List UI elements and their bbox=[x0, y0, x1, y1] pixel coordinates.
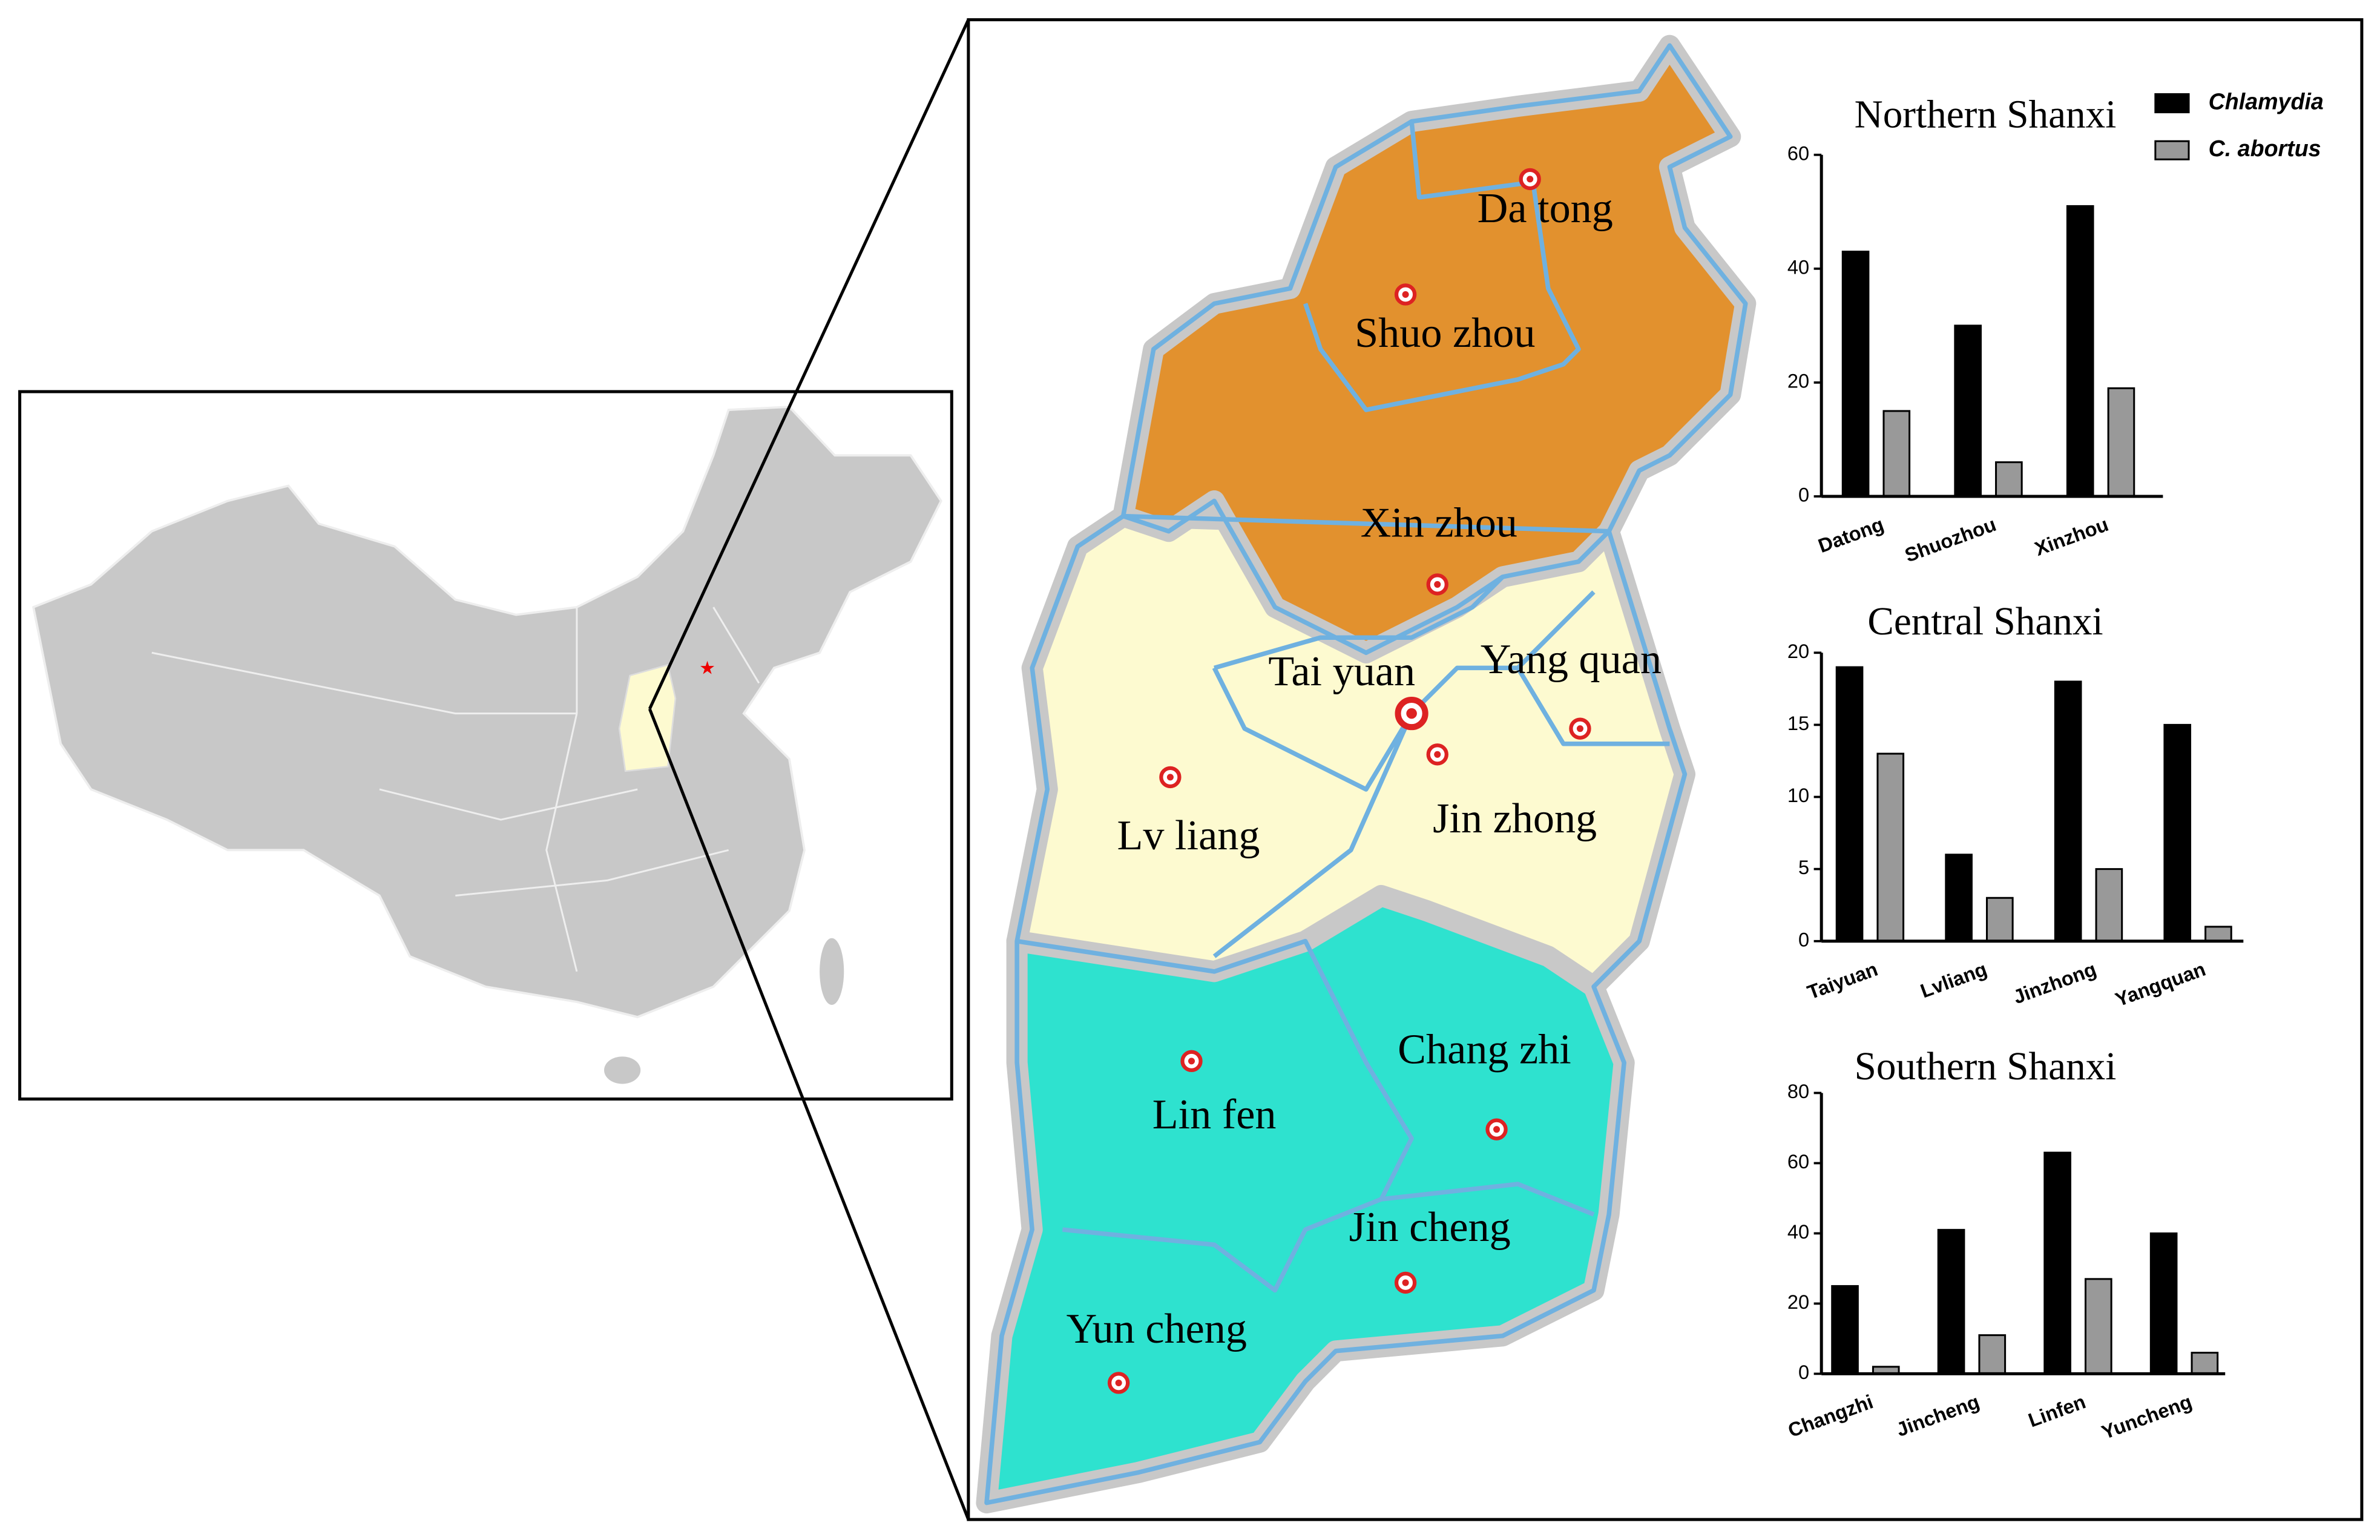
hainan bbox=[604, 1056, 641, 1084]
bar bbox=[1831, 1285, 1859, 1375]
y-tick-label: 40 bbox=[1787, 255, 1809, 278]
y-tick-label: 80 bbox=[1787, 1080, 1809, 1102]
taiwan bbox=[820, 938, 844, 1005]
bar bbox=[2085, 1278, 2112, 1375]
bar bbox=[2066, 205, 2094, 498]
region-label: Yang quan bbox=[1481, 636, 1662, 683]
city-marker bbox=[1527, 176, 1534, 183]
legend-swatch bbox=[2154, 140, 2190, 160]
bar bbox=[1937, 1229, 1965, 1375]
bar bbox=[1945, 854, 1973, 943]
y-tick-label: 40 bbox=[1787, 1220, 1809, 1243]
bar bbox=[2054, 680, 2082, 943]
region-label: Shuo zhou bbox=[1355, 309, 1535, 357]
city-marker bbox=[1402, 1279, 1409, 1286]
china-map bbox=[32, 406, 942, 1019]
region-label: Jin cheng bbox=[1349, 1203, 1511, 1251]
y-tick-label: 0 bbox=[1798, 928, 1809, 950]
bar bbox=[2163, 723, 2192, 943]
bar bbox=[1841, 251, 1870, 498]
legend-label: C. abortus bbox=[2209, 136, 2321, 161]
y-tick-label: 0 bbox=[1798, 1361, 1809, 1383]
city-marker bbox=[1576, 725, 1583, 732]
region-label: Tai yuan bbox=[1268, 648, 1415, 695]
bar bbox=[1876, 752, 1905, 943]
city-marker bbox=[1434, 581, 1441, 588]
y-tick-label: 60 bbox=[1787, 1150, 1809, 1173]
province-borders bbox=[151, 607, 760, 972]
city-marker bbox=[1434, 751, 1441, 758]
bar bbox=[2204, 926, 2232, 943]
region-label: Jin zhong bbox=[1433, 795, 1597, 842]
bar bbox=[1995, 461, 2023, 498]
bar bbox=[2043, 1151, 2071, 1375]
bar bbox=[1978, 1334, 2007, 1375]
city-marker bbox=[1406, 708, 1417, 719]
bar bbox=[2107, 387, 2135, 498]
region-label: Yun cheng bbox=[1067, 1305, 1247, 1352]
bar bbox=[1954, 324, 1982, 498]
y-tick-label: 5 bbox=[1798, 856, 1809, 878]
connector bbox=[648, 19, 970, 710]
bar bbox=[2095, 868, 2123, 943]
bar bbox=[2191, 1352, 2219, 1375]
city-marker bbox=[1166, 774, 1174, 781]
city-marker bbox=[1493, 1126, 1501, 1133]
connector bbox=[648, 708, 970, 1521]
bar bbox=[1882, 410, 1911, 498]
bar bbox=[1986, 897, 2014, 943]
shanxi-highlight bbox=[618, 663, 677, 772]
y-tick-label: 20 bbox=[1787, 370, 1809, 392]
city-marker bbox=[1115, 1379, 1122, 1386]
legend: Chlamydia C. abortus bbox=[2154, 88, 2324, 161]
y-tick-label: 20 bbox=[1787, 640, 1809, 662]
y-tick-label: 20 bbox=[1787, 1291, 1809, 1313]
region-label: Da tong bbox=[1478, 185, 1613, 232]
region-label: Chang zhi bbox=[1398, 1025, 1571, 1073]
capital-star: ★ bbox=[699, 657, 715, 678]
region-label: Lv liang bbox=[1117, 812, 1260, 859]
y-tick-label: 10 bbox=[1787, 784, 1809, 806]
legend-swatch bbox=[2154, 93, 2190, 114]
chart-title: Southern Shanxi bbox=[1855, 1045, 2117, 1088]
legend-label: Chlamydia bbox=[2209, 88, 2324, 114]
region-label: Lin fen bbox=[1152, 1091, 1277, 1138]
chart-title: Northern Shanxi bbox=[1855, 93, 2117, 137]
bar bbox=[2149, 1232, 2178, 1375]
chart-title: Central Shanxi bbox=[1867, 600, 2103, 643]
region-label: Xin zhou bbox=[1361, 499, 1517, 546]
city-marker bbox=[1402, 291, 1409, 298]
y-tick-label: 15 bbox=[1787, 712, 1809, 734]
y-tick-label: 0 bbox=[1798, 484, 1809, 506]
y-tick-label: 60 bbox=[1787, 142, 1809, 164]
bar bbox=[1835, 666, 1864, 943]
city-marker bbox=[1188, 1058, 1195, 1065]
